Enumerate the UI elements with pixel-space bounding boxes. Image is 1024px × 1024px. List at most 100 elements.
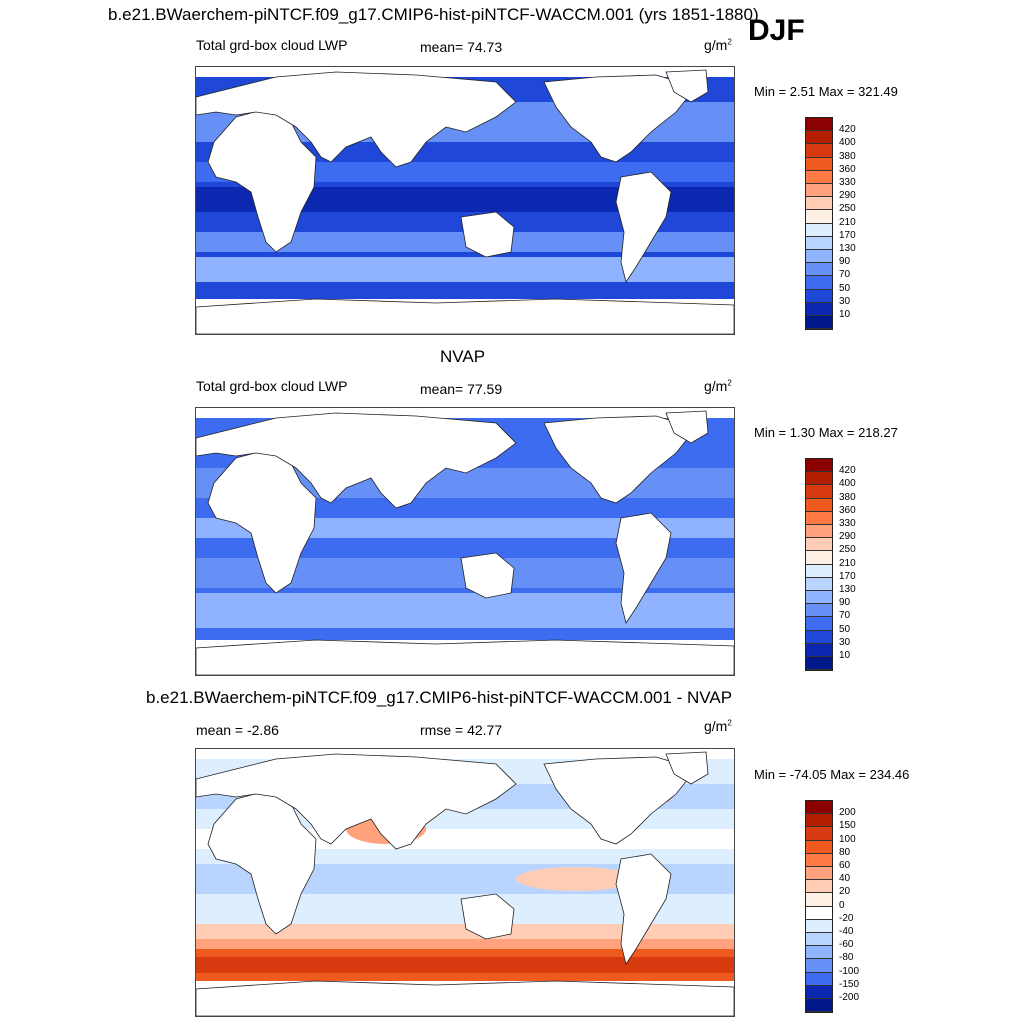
colorbar-tick-label: 250 [839, 544, 856, 556]
colorbar-swatch [806, 564, 832, 578]
colorbar-tick-label: 50 [839, 623, 851, 635]
panel1-map [195, 66, 735, 335]
colorbar-tick-label: 170 [839, 229, 856, 241]
colorbar-swatch [806, 946, 832, 960]
colorbar-tick-label: -60 [839, 939, 854, 951]
colorbar-swatches [805, 117, 833, 331]
colorbar-tick-label: 50 [839, 282, 851, 294]
field-band [196, 949, 734, 959]
colorbar-tick-label: 290 [839, 190, 856, 202]
map-field [196, 410, 734, 675]
colorbar-tick-label: -20 [839, 912, 854, 924]
colorbar-tick-label: -100 [839, 965, 860, 977]
field-band [196, 162, 734, 182]
colorbar-swatch [806, 302, 832, 316]
colorbar-swatch [806, 801, 832, 815]
colorbar-tick-label: -200 [839, 992, 860, 1003]
colorbar-tick-label: 380 [839, 150, 856, 162]
main-title: b.e21.BWaerchem-piNTCF.f09_g17.CMIP6-his… [108, 5, 759, 24]
colorbar-tick-label: 200 [839, 807, 856, 819]
coastline [460, 893, 515, 940]
colorbar-tick-label: 30 [839, 295, 851, 307]
colorbar-tick-label: 0 [839, 899, 845, 911]
coastline [196, 980, 734, 1016]
colorbar-swatch [806, 525, 832, 539]
colorbar-swatch [806, 197, 832, 211]
colorbar-swatch [806, 157, 832, 171]
colorbar-swatch [806, 906, 832, 920]
coastline [543, 756, 697, 845]
coastline [196, 412, 517, 509]
panel1-variable-label: Total grd-box cloud LWP [196, 37, 348, 53]
panel3-minmax: Min = -74.05 Max = 234.46 [754, 767, 910, 782]
colorbar-tick-label: 420 [839, 124, 856, 136]
colorbar-swatch [806, 985, 832, 999]
field-band [196, 924, 734, 942]
coastline [207, 790, 317, 935]
colorbar-tick-label: 330 [839, 518, 856, 529]
colorbar-swatch [806, 250, 832, 264]
colorbar-tick-label: -40 [839, 926, 854, 937]
coastline [207, 108, 317, 253]
colorbar-tick-label: 420 [839, 465, 856, 477]
colorbar-swatch [806, 577, 832, 591]
coastline [460, 211, 515, 258]
colorbar-tick-label: -150 [839, 978, 860, 990]
coastline [665, 410, 709, 444]
field-band [196, 518, 734, 538]
colorbar-tick-label: 330 [839, 177, 856, 188]
colorbar-tick-label: 360 [839, 163, 856, 175]
panel3-units: g/m2 [704, 718, 732, 734]
panel1-units: g/m2 [704, 37, 732, 53]
coastline [615, 853, 672, 965]
coastline [207, 449, 317, 594]
colorbar-tick-label: 100 [839, 833, 856, 845]
colorbar-swatch [806, 131, 832, 145]
colorbar-swatch [806, 459, 832, 473]
colorbar-swatch [806, 999, 832, 1013]
colorbar-swatch [806, 814, 832, 828]
panel1-colorbar: 420 400 380 360 330 290 250 210 170 130 90 70 50 30 10 [805, 117, 865, 331]
colorbar-swatch [806, 880, 832, 894]
colorbar-swatch [806, 840, 832, 854]
coastline [665, 751, 709, 785]
colorbar-tick-label: 400 [839, 137, 856, 149]
colorbar-tick-label: 10 [839, 650, 851, 661]
panel1-minmax: Min = 2.51 Max = 321.49 [754, 84, 898, 99]
colorbar-swatch [806, 538, 832, 552]
coastline [665, 69, 709, 103]
colorbar-tick-label: -80 [839, 952, 854, 964]
colorbar-swatch [806, 223, 832, 237]
coastline [196, 639, 734, 675]
colorbar-swatch [806, 144, 832, 158]
panel2-map [195, 407, 735, 676]
colorbar-tick-label: 60 [839, 860, 851, 871]
field-band [196, 957, 734, 977]
panel3-mean-label: mean = -2.86 [196, 722, 279, 738]
coastline [615, 171, 672, 283]
colorbar-swatch [806, 289, 832, 303]
field-band [196, 939, 734, 951]
colorbar-swatch [806, 591, 832, 605]
map-field [196, 69, 734, 334]
panel2-title: NVAP [440, 347, 486, 366]
panel3-title: b.e21.BWaerchem-piNTCF.f09_g17.CMIP6-his… [146, 688, 733, 707]
coastline [196, 71, 517, 168]
colorbar-tick-label: 400 [839, 478, 856, 490]
colorbar-swatch [806, 617, 832, 631]
colorbar-swatch [806, 827, 832, 841]
map-field [196, 751, 734, 1016]
colorbar-swatch [806, 511, 832, 525]
colorbar-tick-label: 70 [839, 610, 851, 622]
colorbar-tick-label: 130 [839, 584, 856, 595]
colorbar-swatch [806, 959, 832, 973]
colorbar-swatches [805, 458, 833, 672]
colorbar-swatch [806, 657, 832, 671]
colorbar-swatch [806, 170, 832, 184]
colorbar-tick-label: 130 [839, 243, 856, 254]
colorbar-swatch [806, 184, 832, 198]
colorbar-tick-label: 80 [839, 846, 851, 858]
panel2-colorbar: 420 400 380 360 330 290 250 210 170 130 90 70 50 30 10 [805, 458, 865, 672]
colorbar-swatch [806, 263, 832, 277]
colorbar-swatch [806, 316, 832, 330]
